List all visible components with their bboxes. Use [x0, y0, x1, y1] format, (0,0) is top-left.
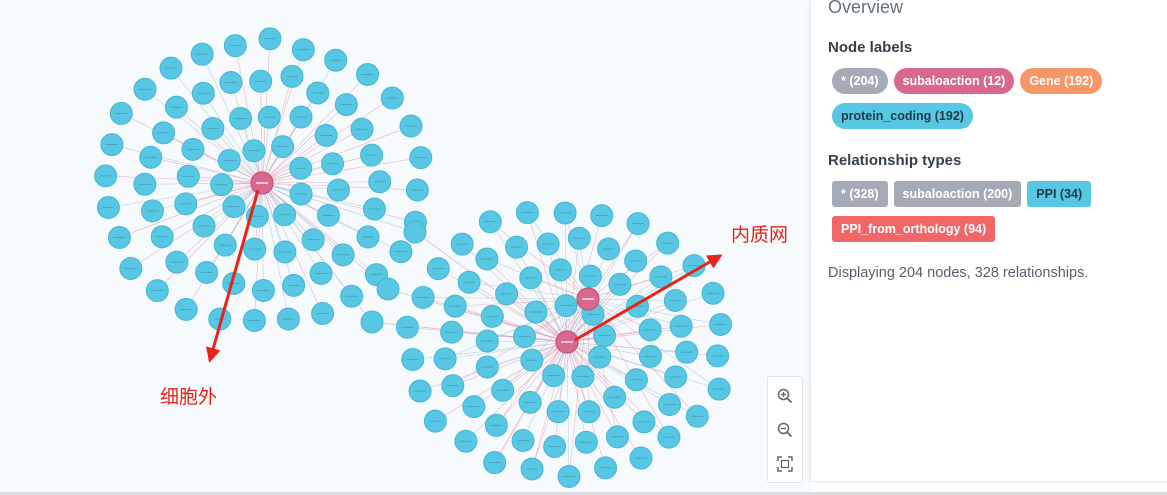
zoom-controls — [767, 376, 803, 483]
node-label-chip-all[interactable]: * (204) — [832, 68, 888, 94]
annotation-arrows — [206, 189, 723, 363]
node-labels-row-2: protein_coding (192) — [832, 103, 973, 129]
graph-nodes — [94, 27, 733, 488]
rel-type-chip-ppi-from-orthology[interactable]: PPI_from_orthology (94) — [832, 216, 996, 242]
zoom-in-button[interactable] — [768, 379, 802, 413]
annotation-extracellular: 细胞外 — [160, 386, 218, 408]
relationship-types-heading: Relationship types — [828, 152, 962, 169]
arrow-er — [574, 254, 723, 342]
zoom-in-icon — [777, 388, 793, 404]
relationship-types-row-1: * (328) subaloaction (200) PPI (34) — [832, 181, 1092, 207]
gene-node[interactable] — [360, 310, 384, 334]
zoom-out-icon — [777, 422, 793, 438]
zoom-out-button[interactable] — [768, 413, 802, 447]
rel-type-chip-all[interactable]: * (328) — [832, 181, 888, 207]
fit-to-screen-button[interactable] — [768, 447, 802, 481]
graph-canvas[interactable]: 细胞外 内质网 — [0, 0, 810, 492]
node-labels-row-1: * (204) subaloaction (12) Gene (192) — [832, 68, 1103, 94]
node-labels-heading: Node labels — [828, 39, 913, 56]
overview-title: Overview — [828, 0, 904, 17]
graph-svg[interactable] — [0, 0, 810, 492]
rel-type-chip-ppi[interactable]: PPI (34) — [1027, 181, 1092, 207]
gene-node[interactable] — [403, 220, 427, 244]
rel-type-chip-subaloaction[interactable]: subaloaction (200) — [893, 181, 1022, 207]
graph-summary: Displaying 204 nodes, 328 relationships. — [828, 265, 1089, 281]
node-label-chip-subaloaction[interactable]: subaloaction (12) — [893, 68, 1015, 94]
relationship-types-row-2: PPI_from_orthology (94) — [832, 216, 996, 242]
overview-sidebar: Overview Node labels * (204) subaloactio… — [810, 0, 1167, 482]
node-label-chip-protein-coding[interactable]: protein_coding (192) — [832, 103, 973, 129]
bottom-border — [0, 492, 1167, 495]
fit-to-screen-icon — [777, 456, 793, 472]
arrow-extracellular — [206, 189, 260, 363]
node-label-chip-gene[interactable]: Gene (192) — [1020, 68, 1103, 94]
annotation-endoplasmic-reticulum: 内质网 — [731, 224, 789, 246]
gene-node[interactable] — [376, 277, 400, 301]
